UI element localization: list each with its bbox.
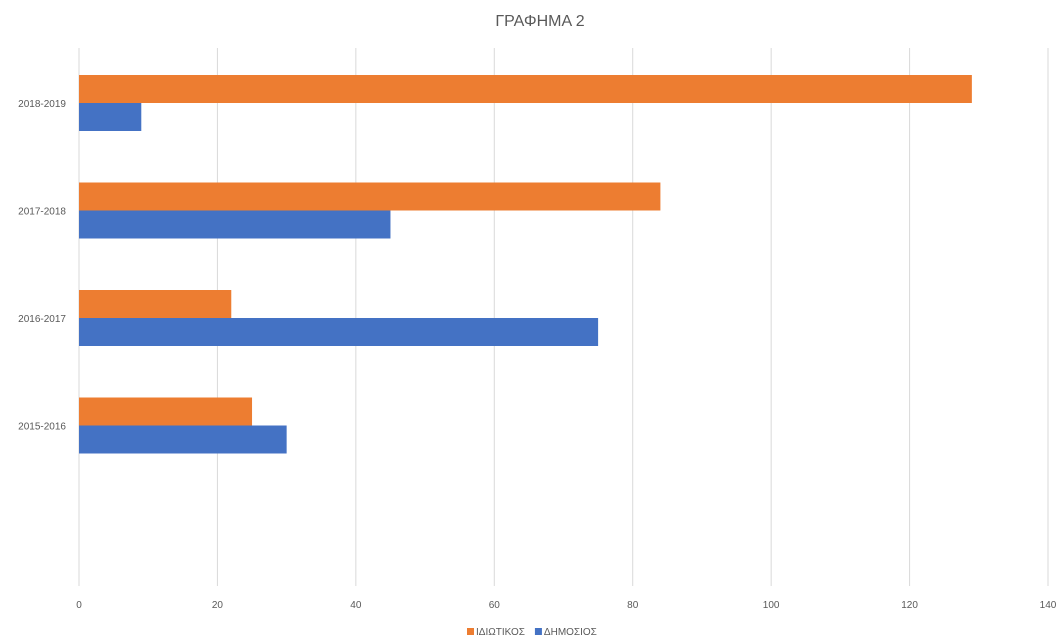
category-label: 2016-2017 (18, 314, 66, 325)
x-tick-label: 20 (212, 600, 224, 611)
bar (79, 318, 599, 346)
x-tick-label: 100 (763, 600, 780, 611)
bar (79, 75, 972, 103)
x-tick-label: 0 (76, 600, 82, 611)
x-tick-label: 40 (350, 600, 362, 611)
legend-label: ΔΗΜΟΣΙΟΣ (544, 627, 597, 638)
legend-swatch (534, 628, 542, 635)
category-labels: 2015-2016 2016-2017 2017-2018 2018-2019 (18, 99, 66, 433)
legend: ΙΔΙΩΤΙΚΟΣ ΔΗΜΟΣΙΟΣ (467, 627, 597, 638)
bar (79, 103, 142, 131)
x-tick-label: 140 (1040, 600, 1057, 611)
x-tick-label: 120 (901, 600, 918, 611)
gridlines (78, 48, 1049, 586)
x-tick-label: 80 (627, 600, 639, 611)
legend-swatch (467, 628, 474, 635)
bar (79, 397, 253, 426)
chart-title: ΓΡΑΦΗΜΑ 2 (495, 13, 584, 30)
category-label: 2018-2019 (18, 99, 66, 110)
bar (79, 290, 232, 318)
bar (79, 182, 661, 211)
category-label: 2017-2018 (18, 207, 66, 218)
bar (79, 425, 287, 454)
x-axis-tick-labels: 0 20 40 60 80 100 120 140 (76, 600, 1057, 611)
bar (79, 210, 391, 239)
x-tick-label: 60 (489, 600, 501, 611)
bars (79, 75, 972, 454)
category-label: 2015-2016 (18, 422, 66, 433)
legend-label: ΙΔΙΩΤΙΚΟΣ (476, 627, 525, 638)
